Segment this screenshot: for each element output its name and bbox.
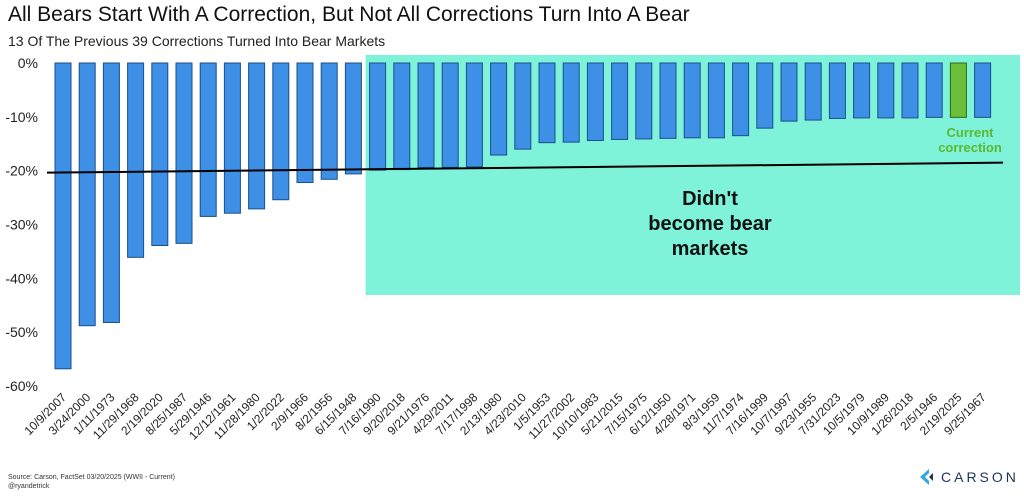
box-label-line: Didn't xyxy=(682,188,738,210)
y-axis-ticks: 0% -10% -20% -30% -40% -50% -60% xyxy=(5,55,38,394)
bar xyxy=(223,62,241,214)
y-tick-label: -50% xyxy=(5,324,38,340)
bar xyxy=(853,62,871,119)
brand-name: CARSON xyxy=(941,469,1019,485)
bar xyxy=(369,62,387,171)
bar xyxy=(538,62,556,144)
bar xyxy=(732,62,750,137)
bar xyxy=(417,62,435,168)
y-tick-label: -30% xyxy=(5,217,38,233)
bar xyxy=(296,62,314,184)
y-tick-label: -40% xyxy=(5,270,38,286)
bar xyxy=(54,62,72,370)
bar xyxy=(465,62,483,168)
bar xyxy=(78,62,96,327)
x-axis-labels: 10/9/20073/24/20001/11/197311/29/19682/1… xyxy=(21,390,988,443)
bar xyxy=(635,62,653,140)
bar xyxy=(683,62,701,139)
bar xyxy=(393,62,411,171)
bar xyxy=(828,62,846,119)
author-handle: @ryandetrick xyxy=(8,483,50,490)
y-tick-label: -60% xyxy=(5,378,38,394)
bar xyxy=(804,62,822,121)
carson-logo: CARSON xyxy=(917,468,1019,486)
bar xyxy=(659,62,677,139)
box-label-line: become bear xyxy=(648,213,772,235)
carson-logo-icon xyxy=(920,469,933,485)
chart-subtitle: 13 Of The Previous 39 Corrections Turned… xyxy=(8,33,386,49)
bar xyxy=(272,62,290,201)
bar xyxy=(344,62,362,175)
bar xyxy=(102,62,120,323)
source-note: Source: Carson, FactSet 03/20/2025 (WWII… xyxy=(8,473,175,491)
threshold-line xyxy=(46,161,1004,174)
bar xyxy=(901,62,919,119)
bar xyxy=(199,62,217,217)
bar xyxy=(248,62,266,210)
bar xyxy=(320,62,338,180)
y-tick-label: 0% xyxy=(18,55,38,71)
bar xyxy=(780,62,798,122)
bar xyxy=(562,62,580,143)
bar xyxy=(877,62,895,119)
bar xyxy=(756,62,774,129)
bar xyxy=(974,62,992,118)
bar xyxy=(490,62,508,156)
bar xyxy=(586,62,604,142)
current-label-line: correction xyxy=(938,140,1002,155)
bar xyxy=(151,62,169,246)
bar xyxy=(127,62,145,258)
chart-title: All Bears Start With A Correction, But N… xyxy=(8,3,690,26)
bar xyxy=(441,62,459,168)
current-label-line: Current xyxy=(947,125,995,140)
bar xyxy=(514,62,532,150)
y-tick-label: -20% xyxy=(5,163,38,179)
bar xyxy=(611,62,629,140)
y-tick-label: -10% xyxy=(5,109,38,125)
source-line: Source: Carson, FactSet 03/20/2025 (WWII… xyxy=(8,474,175,481)
bar xyxy=(175,62,193,244)
bars-group xyxy=(54,62,992,370)
bar-current-correction xyxy=(949,62,967,118)
box-label: Didn't become bear markets xyxy=(648,188,772,260)
bar xyxy=(707,62,725,139)
box-label-line: markets xyxy=(672,238,749,260)
bar xyxy=(925,62,943,118)
